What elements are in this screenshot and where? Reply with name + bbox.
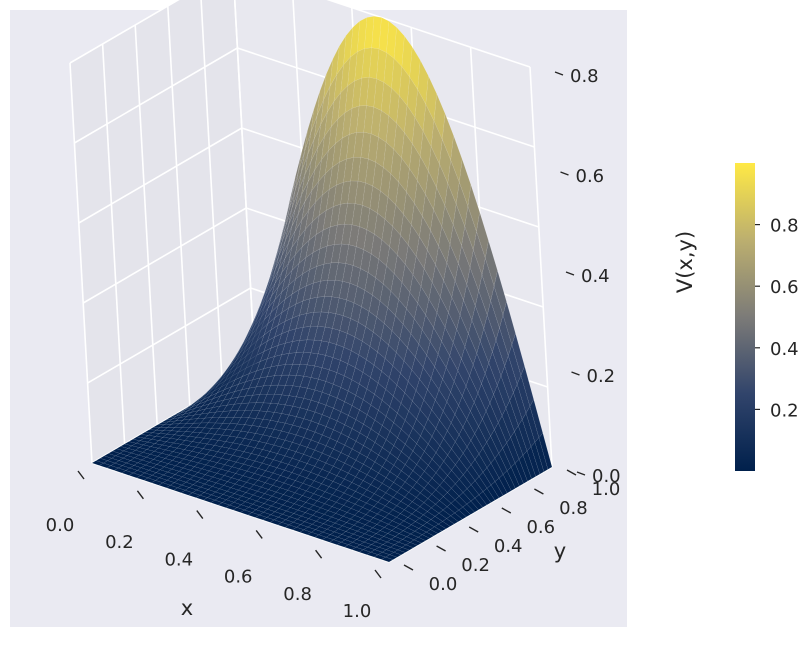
y-tick-label: 0.2 (461, 555, 490, 576)
z-axis-label: V(x,y) (673, 231, 697, 293)
left-wall-grid-line (134, 24, 158, 426)
x-tick-label: 0.0 (46, 515, 75, 536)
colorbar-tick-label: 0.4 (770, 339, 799, 360)
x-tick (315, 549, 323, 559)
back-wall-grid-line (529, 66, 553, 468)
y-tick (436, 545, 446, 552)
y-tick (468, 526, 479, 533)
surface-patch (510, 462, 524, 487)
y-tick (566, 469, 577, 476)
y-tick (501, 507, 512, 514)
colorbar-tick-label: 0.6 (770, 277, 799, 298)
left-wall-grid-line (69, 0, 180, 64)
z-tick-label: 0.8 (570, 66, 599, 87)
z-tick-label: 0.0 (592, 466, 621, 487)
y-tick (534, 488, 544, 495)
colorbar-ticks: 0.2 0.4 0.6 0.8 (755, 216, 799, 421)
surface-patch (534, 437, 549, 472)
colorbar (735, 163, 755, 471)
left-wall-grid-line (73, 47, 238, 144)
x-axis-label: x (181, 596, 193, 620)
y-tick (403, 564, 414, 571)
z-tick-label: 0.2 (587, 366, 616, 387)
x-tick (374, 569, 382, 579)
z-tick-label: 0.4 (581, 266, 610, 287)
surface-patch (421, 531, 435, 539)
y-tick-label: 0.8 (559, 498, 588, 519)
surface-patch (514, 458, 528, 484)
axis-ticks (77, 71, 586, 579)
z-tick-label: 0.6 (576, 166, 605, 187)
surface-patch (522, 450, 536, 480)
surface-patch (462, 503, 475, 515)
left-wall-grid-line (101, 43, 126, 445)
y-tick-label: 1.0 (592, 479, 621, 500)
z-tick (554, 71, 564, 76)
left-wall-pane (70, 0, 255, 463)
x-tick-label: 0.2 (105, 532, 134, 553)
colorbar-tick-label: 0.8 (770, 216, 799, 237)
left-wall-grid-line (87, 287, 252, 384)
surface-patch (434, 523, 447, 532)
x-tick (255, 529, 263, 539)
surface-mesh (91, 16, 553, 563)
axis-tick-labels: 0.00.20.40.60.81.00.00.20.40.60.81.00.00… (46, 66, 621, 622)
z-tick (571, 371, 580, 376)
surface-patch (442, 518, 455, 527)
surface-patch (450, 512, 463, 522)
z-tick (565, 271, 575, 276)
x-tick (136, 490, 144, 500)
surface-patch (405, 542, 418, 548)
surface-patch (518, 454, 532, 482)
x-tick-label: 0.6 (224, 567, 253, 588)
y-tick-label: 0.4 (494, 536, 523, 557)
surface-patch (393, 549, 406, 556)
y-tick-label: 0.0 (429, 574, 458, 595)
z-tick (560, 171, 569, 176)
z-tick (576, 471, 586, 476)
y-axis-label: y (554, 539, 566, 563)
x-tick (77, 470, 85, 480)
colorbar-tick-label: 0.2 (770, 400, 799, 421)
left-wall-grid-line (69, 62, 93, 464)
x-tick (196, 510, 204, 520)
left-wall-grid-line (200, 0, 224, 388)
y-tick-label: 0.6 (526, 517, 555, 538)
left-wall-grid-line (82, 207, 247, 304)
left-wall-grid-line (233, 0, 256, 369)
left-wall-grid-line (167, 5, 191, 407)
surface-patch (381, 556, 394, 563)
x-tick-label: 0.4 (164, 549, 193, 570)
surface-patch (490, 481, 504, 499)
left-wall-grid-line (78, 127, 243, 224)
x-tick-label: 0.8 (283, 584, 312, 605)
x-tick-label: 1.0 (343, 601, 372, 622)
